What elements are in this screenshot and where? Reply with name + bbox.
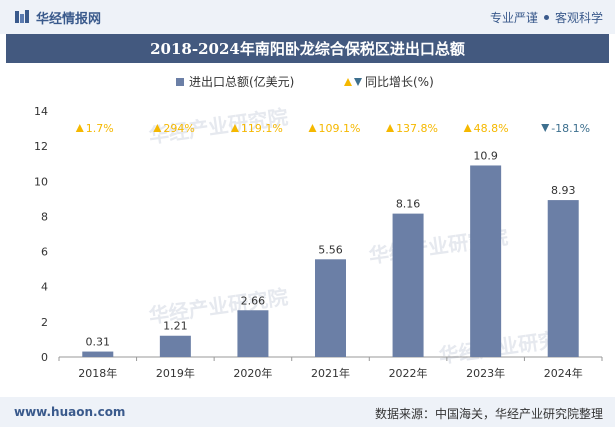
bar <box>470 165 502 357</box>
legend-down-triangle-icon <box>354 78 362 86</box>
y-tick-label: 12 <box>34 140 48 153</box>
growth-up-triangle-icon <box>308 124 317 132</box>
brand-logo[interactable]: 华经情报网 <box>14 8 102 27</box>
growth-label: -18.1% <box>551 122 590 135</box>
growth-label: 119.1% <box>241 122 283 135</box>
bar <box>82 351 114 357</box>
bar-value-label: 8.93 <box>551 184 576 197</box>
bar-value-label: 5.56 <box>318 243 343 256</box>
growth-up-triangle-icon <box>230 124 239 132</box>
bar-value-label: 10.9 <box>473 149 498 162</box>
tagline-2: 客观科学 <box>554 11 603 25</box>
x-tick-label: 2021年 <box>311 366 350 380</box>
growth-down-triangle-icon <box>541 124 550 132</box>
top-banner: 华经情报网 专业严谨 客观科学 <box>0 0 615 34</box>
legend-bar-swatch <box>176 78 184 86</box>
bar <box>547 200 579 357</box>
bar <box>392 213 424 357</box>
y-tick-label: 8 <box>41 210 48 223</box>
y-tick-label: 0 <box>41 351 48 364</box>
chart-title: 2018-2024年南阳卧龙综合保税区进出口总额 <box>150 40 465 58</box>
bar <box>159 335 191 357</box>
x-tick-label: 2020年 <box>233 366 272 380</box>
y-tick-label: 14 <box>34 105 48 118</box>
growth-label: 109.1% <box>319 122 361 135</box>
legend-up-triangle-icon <box>344 78 352 86</box>
y-tick-label: 10 <box>34 175 48 188</box>
bar-value-label: 0.31 <box>86 336 111 349</box>
x-tick-label: 2022年 <box>389 366 428 380</box>
x-tick-label: 2024年 <box>544 366 583 380</box>
bar <box>315 259 346 357</box>
growth-label: 1.7% <box>86 122 114 135</box>
tagline: 专业严谨 客观科学 <box>490 9 603 26</box>
growth-up-triangle-icon <box>386 124 395 132</box>
x-tick-label: 2023年 <box>466 366 505 380</box>
bar-value-label: 8.16 <box>396 198 421 211</box>
legend-growth-label: 同比增长(%) <box>365 75 434 89</box>
chart-title-bar: 2018-2024年南阳卧龙综合保税区进出口总额 <box>6 34 609 63</box>
growth-up-triangle-icon <box>75 124 84 132</box>
footer-site-link[interactable]: www.huaon.com <box>14 405 126 419</box>
bar-value-label: 1.21 <box>163 320 188 333</box>
brand-logo-icon <box>15 10 29 23</box>
legend-bar-label: 进出口总额(亿美元) <box>189 74 294 89</box>
growth-up-triangle-icon <box>463 124 472 132</box>
tagline-1: 专业严谨 <box>489 11 538 25</box>
growth-label: 294% <box>163 122 194 135</box>
tagline-dot-icon <box>543 15 549 20</box>
brand-name: 华经情报网 <box>36 11 102 27</box>
x-tick-label: 2018年 <box>78 366 117 380</box>
growth-up-triangle-icon <box>153 124 162 132</box>
y-tick-label: 6 <box>41 246 48 259</box>
bar <box>237 310 269 357</box>
growth-label: 48.8% <box>474 122 509 135</box>
y-tick-label: 4 <box>41 281 48 294</box>
x-tick-label: 2019年 <box>156 366 195 380</box>
growth-label: 137.8% <box>396 122 438 135</box>
footer-source: 数据来源：中国海关，华经产业研究院整理 <box>374 407 603 421</box>
footer-bar: www.huaon.com 数据来源：中国海关，华经产业研究院整理 <box>0 397 615 427</box>
bar-value-label: 2.66 <box>241 294 266 307</box>
y-tick-label: 2 <box>41 316 48 329</box>
